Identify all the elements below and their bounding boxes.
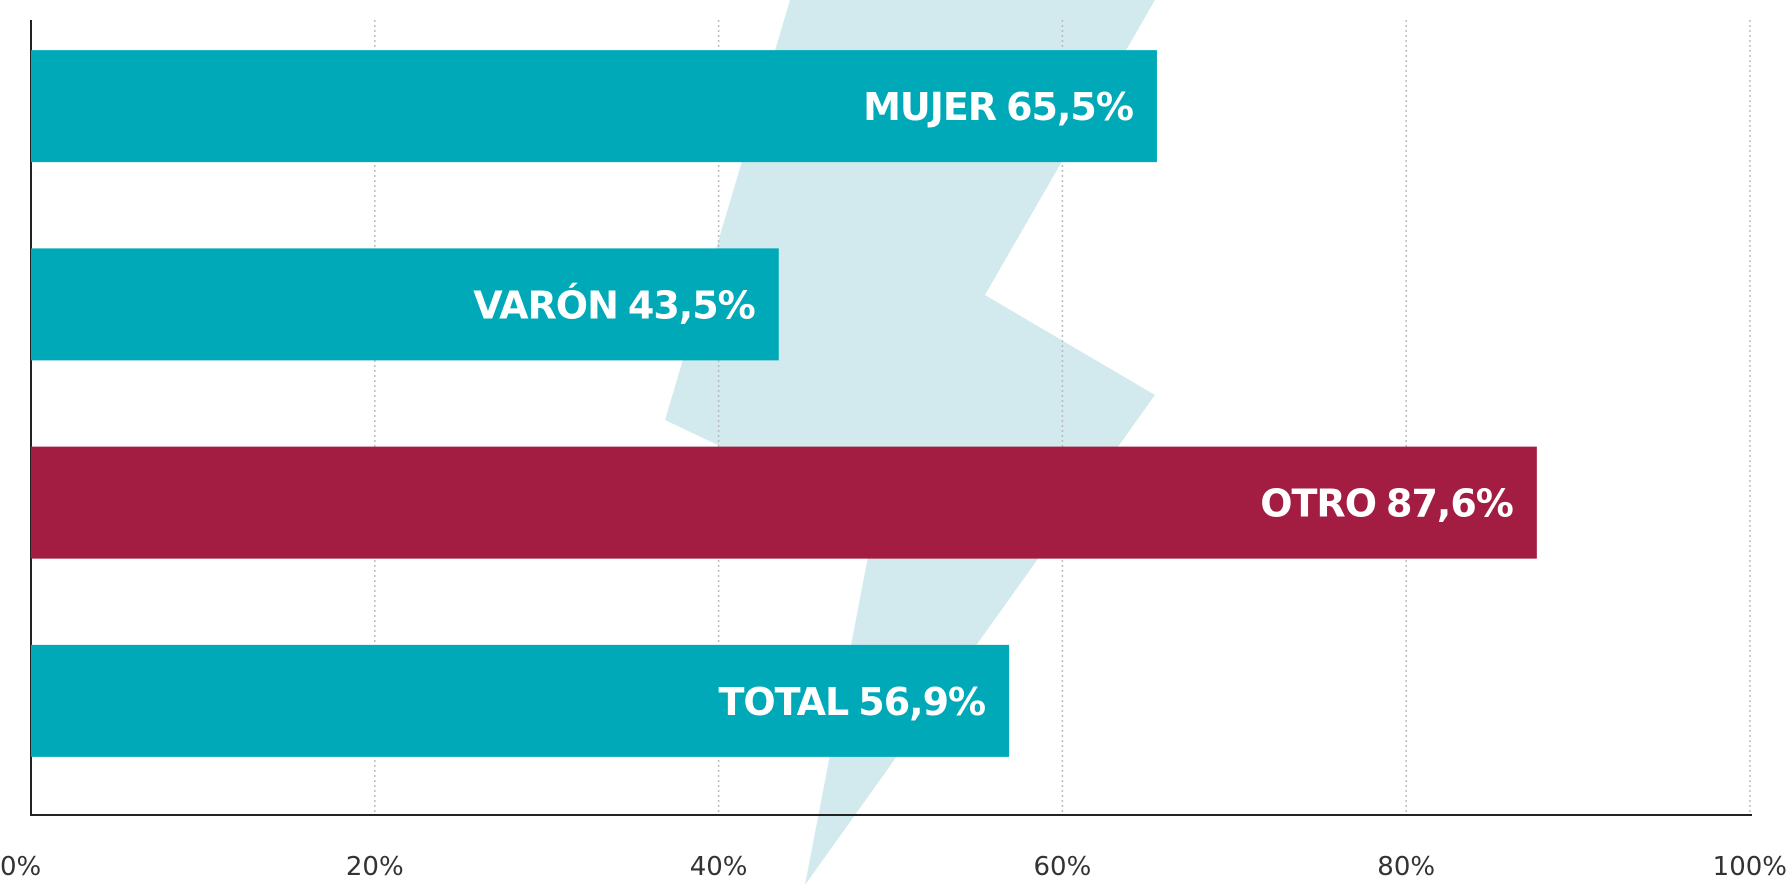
x-tick-label: 60% [1034, 852, 1092, 882]
category-label: OTRO [1260, 482, 1376, 526]
background-bolt [665, 0, 1155, 885]
value-label: 87,6% [1386, 482, 1513, 526]
category-label: MUJER [863, 85, 997, 129]
bar [31, 644, 1010, 757]
bar [31, 50, 1157, 163]
bar [31, 248, 779, 361]
x-tick-label: 80% [1377, 852, 1435, 882]
category-label: VARÓN [473, 283, 618, 327]
bar-label: OTRO 87,6% [1260, 482, 1513, 526]
bar-label: MUJER 65,5% [863, 85, 1133, 129]
bar-label: VARÓN 43,5% [473, 283, 754, 327]
bar-label: TOTAL 56,9% [718, 680, 985, 724]
value-label: 56,9% [858, 680, 985, 724]
x-tick-label: 20% [346, 852, 404, 882]
x-tick-label: 40% [690, 852, 748, 882]
category-label: TOTAL [718, 680, 849, 724]
value-label: 43,5% [628, 283, 755, 327]
bar [31, 446, 1537, 559]
value-label: 65,5% [1006, 85, 1133, 129]
x-tick-label: 100% [1713, 852, 1787, 882]
x-tick-label: 0% [0, 852, 41, 882]
